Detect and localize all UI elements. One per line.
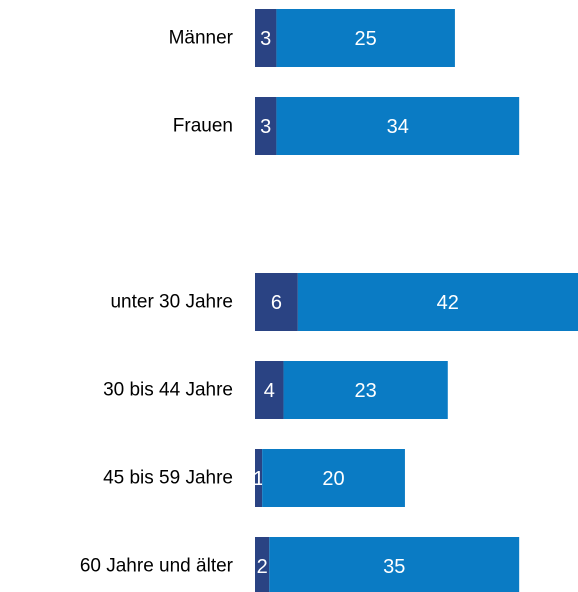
value-label: 6 xyxy=(271,292,282,314)
bar-segment xyxy=(269,537,520,592)
value-label: 25 xyxy=(355,28,377,50)
category-label: unter 30 Jahre xyxy=(110,292,233,313)
value-label: 3 xyxy=(260,116,271,138)
value-label: 4 xyxy=(264,380,275,402)
value-label: 42 xyxy=(437,292,459,314)
value-label: 20 xyxy=(322,468,344,490)
bar-segment xyxy=(276,97,520,155)
bar-segment xyxy=(255,537,270,592)
category-label: 30 bis 44 Jahre xyxy=(103,380,233,401)
bar-segment xyxy=(255,97,277,155)
category-label: Frauen xyxy=(173,116,233,137)
bar-segment xyxy=(297,273,578,331)
bar-segment xyxy=(255,273,298,331)
value-label: 34 xyxy=(387,116,409,138)
value-label: 2 xyxy=(257,556,268,578)
bar-segment xyxy=(262,449,405,507)
category-label: Männer xyxy=(169,28,234,49)
bar-segment xyxy=(255,449,263,507)
value-label: 23 xyxy=(355,380,377,402)
bar-segment xyxy=(255,9,277,67)
category-label: 45 bis 59 Jahre xyxy=(103,468,233,489)
bar-segment xyxy=(276,9,455,67)
bar-segment xyxy=(283,361,448,419)
value-label: 35 xyxy=(383,556,405,578)
value-label: 1 xyxy=(253,468,264,490)
category-label: 60 Jahre und älter xyxy=(80,556,234,577)
value-label: 3 xyxy=(260,28,271,50)
bar-segment xyxy=(255,361,284,419)
